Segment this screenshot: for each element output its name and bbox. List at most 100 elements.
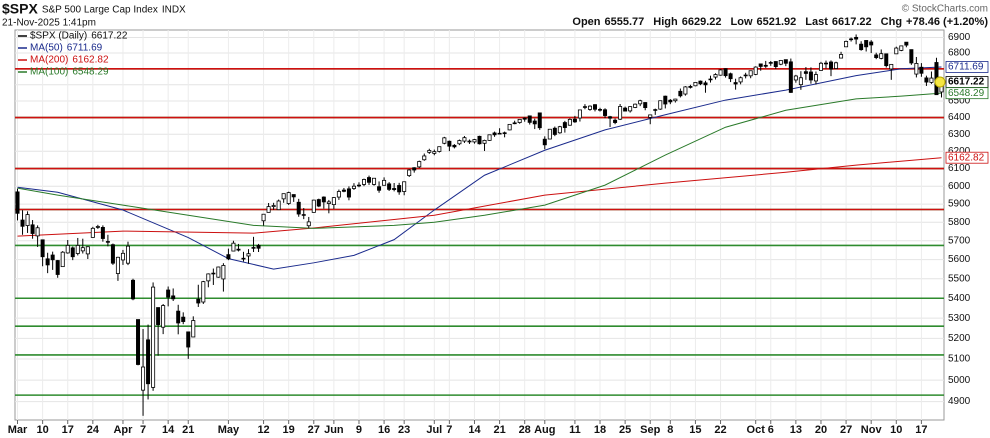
candle-body — [507, 123, 512, 131]
candle-body — [582, 106, 587, 108]
stat-label: High — [653, 16, 678, 28]
candle-body — [40, 239, 45, 258]
candle-body — [517, 118, 522, 123]
candle-body — [397, 185, 402, 193]
y-tick-label: 6500 — [948, 96, 971, 107]
candle-body — [502, 132, 507, 134]
candle-body — [75, 245, 80, 254]
candle-body — [487, 134, 492, 141]
price-tag: 6617.22 — [948, 77, 985, 88]
candle-body — [592, 104, 597, 110]
candle-body — [432, 151, 437, 154]
candle-body — [85, 246, 90, 255]
last-price-marker — [934, 76, 946, 88]
candle-body — [226, 254, 231, 260]
x-tick-label: 17 — [915, 424, 927, 436]
candle-body — [25, 214, 30, 226]
candle-body — [643, 102, 648, 109]
candle-body — [161, 305, 166, 328]
y-tick-label: 6800 — [948, 48, 971, 59]
candle-body — [864, 40, 869, 48]
candle-body — [894, 47, 899, 55]
candle-body — [748, 70, 753, 77]
candle-body — [542, 138, 547, 146]
candle-body — [50, 254, 55, 261]
candle-body — [351, 185, 356, 189]
candle-body — [276, 200, 281, 211]
candle-body — [914, 63, 919, 75]
y-tick-label: 5100 — [948, 354, 971, 365]
candle-body — [246, 253, 251, 257]
candle-body — [879, 53, 884, 59]
candle-body — [20, 219, 25, 227]
x-tick-label: 24 — [87, 424, 100, 436]
candle-body — [527, 115, 532, 123]
candle-body — [798, 77, 803, 86]
candle-body — [572, 118, 577, 123]
candle-body — [346, 188, 351, 198]
candle-body — [718, 69, 723, 76]
ma-line — [17, 66, 942, 270]
candle-body — [909, 49, 914, 64]
candle-body — [90, 227, 95, 238]
candle-body — [367, 177, 372, 183]
candle-body — [181, 316, 186, 322]
candle-body — [869, 41, 874, 46]
candle-body — [372, 177, 377, 185]
x-tick-label: Aug — [534, 424, 555, 436]
x-tick-label: 25 — [619, 424, 631, 436]
candle-body — [412, 167, 417, 171]
candle-body — [166, 289, 171, 298]
candle-body — [171, 295, 176, 300]
candle-body — [271, 205, 276, 207]
y-tick-label: 4900 — [948, 396, 971, 407]
candle-body — [768, 62, 773, 64]
candle-body — [738, 77, 743, 83]
candle-body — [201, 281, 206, 303]
candle-body — [708, 78, 713, 81]
x-tick-label: May — [218, 424, 240, 436]
candle-body — [633, 103, 638, 108]
candle-body — [899, 45, 904, 51]
candle-body — [638, 100, 643, 105]
ma-line — [17, 92, 942, 229]
candle-body — [417, 161, 422, 168]
candle-body — [306, 221, 311, 227]
x-tick-label: Oct — [747, 424, 766, 436]
stat-value: +78.46 (+1.20%) — [906, 16, 988, 28]
candle-body — [321, 196, 326, 203]
candle-body — [713, 74, 718, 78]
candle-body — [693, 81, 698, 87]
candle-body — [55, 260, 60, 275]
x-tick-label: 10 — [890, 424, 902, 436]
candle-body — [834, 62, 839, 69]
legend-label: $SPX (Daily) — [30, 31, 87, 42]
x-tick-label: 8 — [667, 424, 673, 436]
candle-body — [196, 298, 201, 304]
candle-body — [492, 132, 497, 136]
candle-body — [859, 43, 864, 51]
candle-body — [698, 80, 703, 85]
stat-label: Chg — [881, 16, 902, 28]
candle-body — [678, 90, 683, 97]
candle-body — [311, 199, 316, 213]
candle-body — [522, 117, 527, 120]
x-tick-label: 11 — [569, 424, 581, 436]
candle-body — [618, 106, 623, 120]
candle-body — [613, 119, 618, 123]
candle-body — [422, 155, 427, 161]
y-tick-label: 5200 — [948, 333, 971, 344]
candle-body — [261, 213, 266, 222]
candle-body — [120, 252, 125, 261]
legend-label: MA(100) — [30, 67, 68, 78]
candle-body — [839, 54, 844, 59]
candle-body — [703, 82, 708, 86]
y-tick-label: 5900 — [948, 199, 971, 210]
x-tick-label: 18 — [594, 424, 606, 436]
x-tick-label: 17 — [62, 424, 74, 436]
candle-body — [442, 137, 447, 144]
candle-body — [849, 38, 854, 41]
candle-body — [125, 245, 130, 264]
